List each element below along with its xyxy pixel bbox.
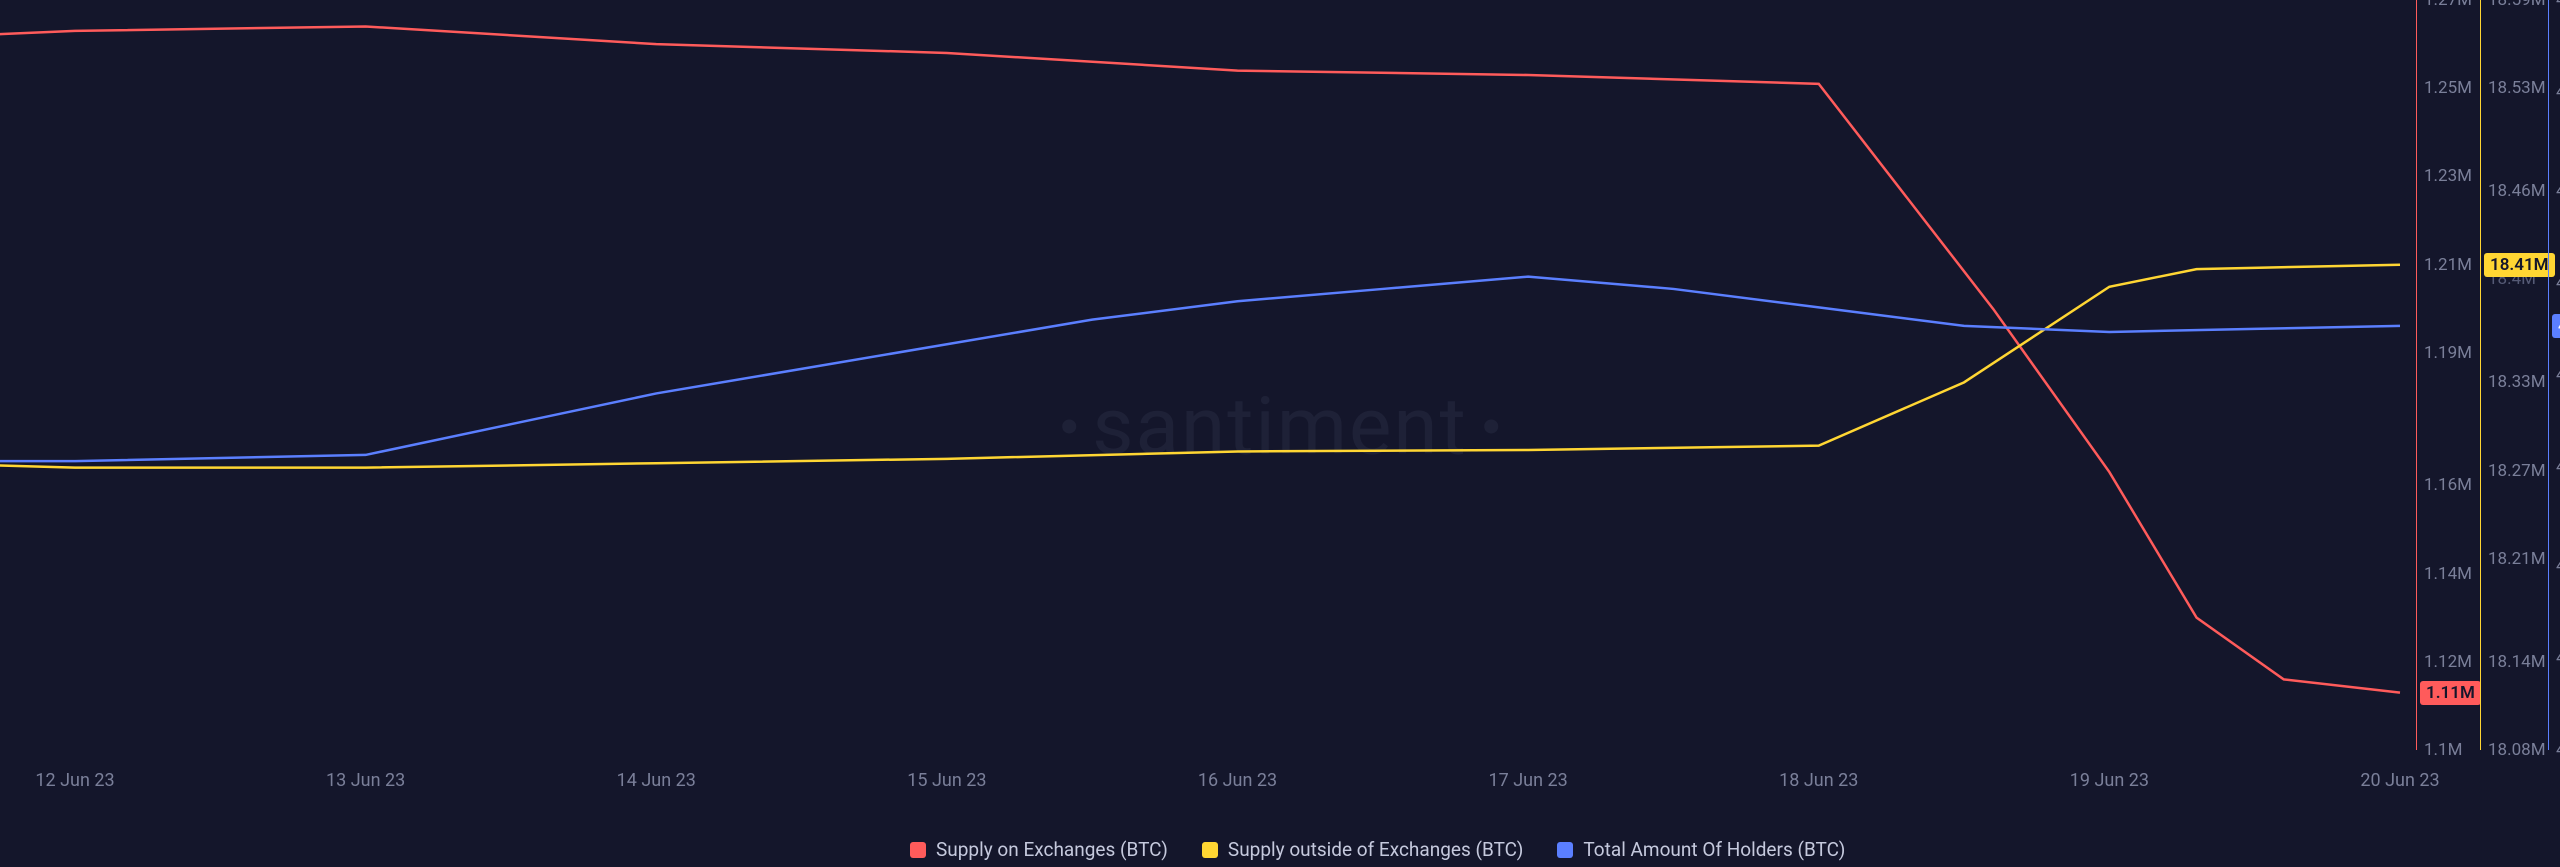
series-supply_outside_exchanges[interactable] [0,265,2400,468]
y-tick-label: 47.99M [2556,457,2560,477]
y-tick-label: 18.27M [2488,461,2546,481]
y-tick-label: 18.14M [2488,652,2546,672]
y-axis-line-y2 [2480,0,2481,750]
legend-label: Supply on Exchanges (BTC) [936,838,1168,861]
plot-area[interactable] [0,0,2560,867]
x-tick-label: 12 Jun 23 [35,770,114,791]
x-tick-label: 15 Jun 23 [907,770,986,791]
legend-item-supply_on_exchanges[interactable]: Supply on Exchanges (BTC) [910,838,1168,861]
x-tick-label: 18 Jun 23 [1779,770,1858,791]
y-axis-line-y3 [2548,0,2549,750]
x-tick-label: 16 Jun 23 [1198,770,1277,791]
y-tick-label: 18.08M [2488,740,2546,760]
end-value-badge-y1: 1.11M [2420,681,2481,705]
y-tick-label: 47.83M [2556,556,2560,576]
x-tick-label: 19 Jun 23 [2070,770,2149,791]
legend-swatch [1557,842,1573,858]
y-tick-label: 1.25M [2424,78,2472,98]
y-tick-label: 47.68M [2556,648,2560,668]
y-tick-label: 18.53M [2488,78,2546,98]
x-tick-label: 13 Jun 23 [326,770,405,791]
y-tick-label: 48.29M [2556,273,2560,293]
y-tick-label: 48.14M [2556,365,2560,385]
legend-label: Total Amount Of Holders (BTC) [1583,838,1845,861]
y-tick-label: 48.6M [2556,82,2560,102]
legend-item-supply_outside_exchanges[interactable]: Supply outside of Exchanges (BTC) [1202,838,1523,861]
series-supply_on_exchanges[interactable] [0,26,2400,692]
y-tick-label: 1.19M [2424,343,2472,363]
chart-container: santiment 12 Jun 2313 Jun 2314 Jun 2315 … [0,0,2560,867]
y-tick-label: 47.53M [2556,740,2560,760]
legend-swatch [910,842,926,858]
y-tick-label: 18.21M [2488,549,2546,569]
y-tick-label: 1.27M [2424,0,2472,10]
y-tick-label: 1.12M [2424,652,2472,672]
end-value-badge-y3: 48.22M [2552,314,2560,338]
legend: Supply on Exchanges (BTC) Supply outside … [910,838,1845,861]
legend-swatch [1202,842,1218,858]
y-tick-label: 48.44M [2556,181,2560,201]
y-tick-label: 1.21M [2424,255,2472,275]
legend-label: Supply outside of Exchanges (BTC) [1228,838,1523,861]
legend-item-total_holders[interactable]: Total Amount Of Holders (BTC) [1557,838,1845,861]
x-tick-label: 20 Jun 23 [2360,770,2439,791]
series-total_holders[interactable] [0,277,2400,461]
y-tick-label: 48.75M [2556,0,2560,10]
y-tick-label: 1.1M [2424,740,2462,760]
y-axis-line-y1 [2416,0,2417,750]
y-tick-label: 18.46M [2488,181,2546,201]
x-tick-label: 17 Jun 23 [1489,770,1568,791]
y-tick-label: 1.14M [2424,564,2472,584]
y-tick-label: 1.16M [2424,475,2472,495]
end-value-badge-y2: 18.41M [2484,253,2555,277]
y-tick-label: 18.59M [2488,0,2546,10]
y-tick-label: 1.23M [2424,166,2472,186]
x-tick-label: 14 Jun 23 [617,770,696,791]
y-tick-label: 18.33M [2488,372,2546,392]
